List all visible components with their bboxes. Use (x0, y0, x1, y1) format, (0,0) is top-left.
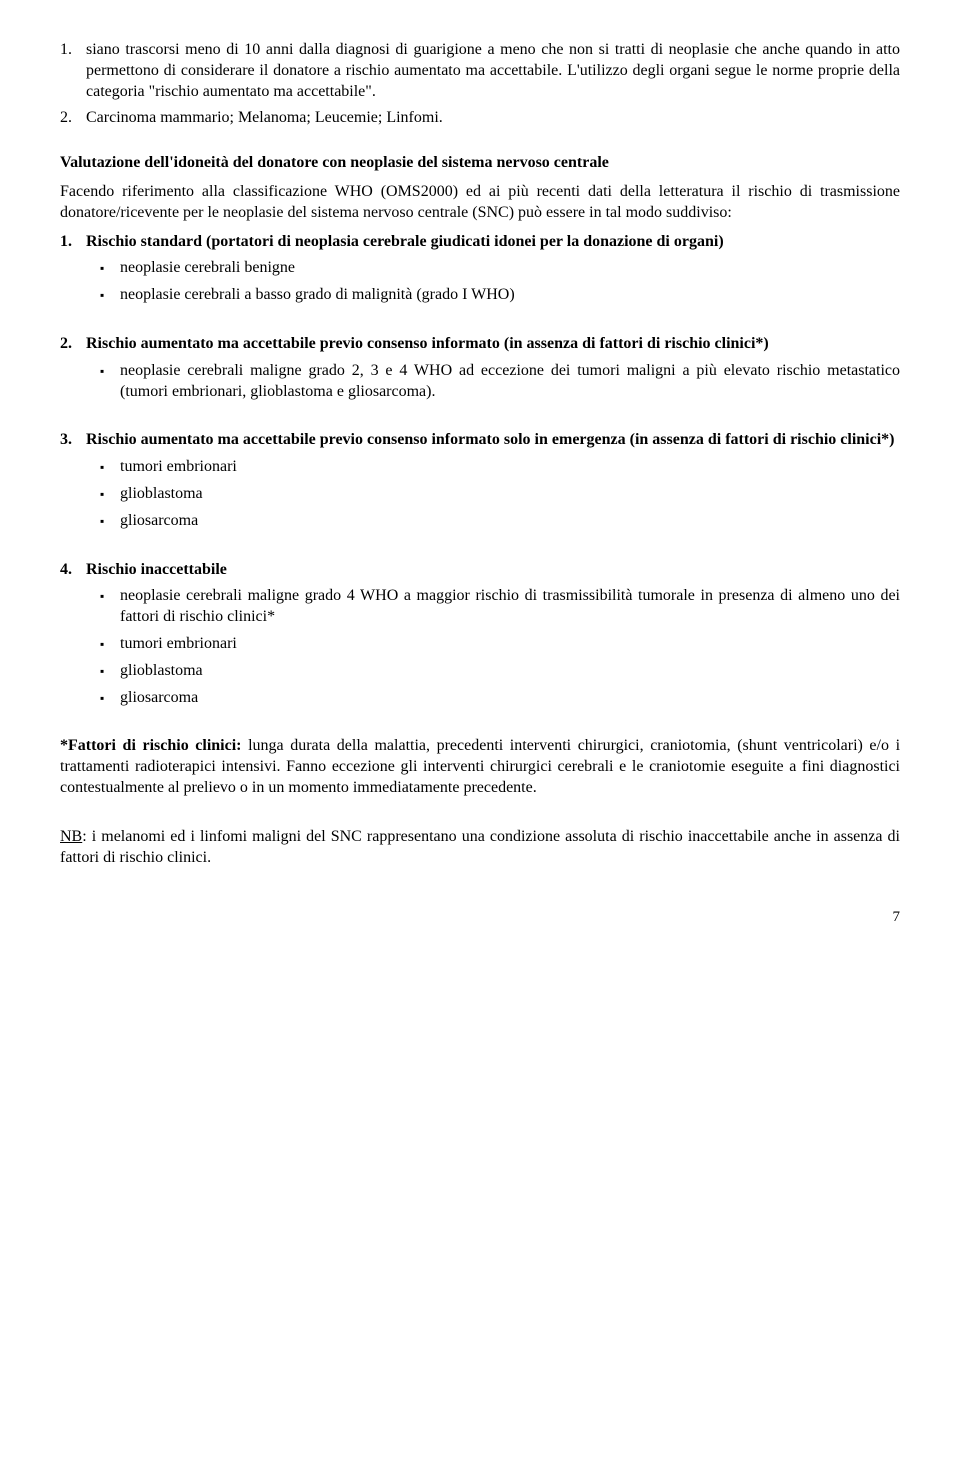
risk-4-title: Rischio inaccettabile (86, 560, 900, 581)
fattori-paragraph: *Fattori di rischio clinici: lunga durat… (60, 736, 900, 798)
bullet-item: glioblastoma (100, 484, 900, 505)
bullet-item: neoplasie cerebrali maligne grado 4 WHO … (100, 586, 900, 628)
risk-4-num: 4. (60, 560, 86, 581)
nb-label: NB (60, 828, 82, 845)
bullet-item: tumori embrionari (100, 457, 900, 478)
risk-3-title: Rischio aumentato ma accettabile previo … (86, 430, 900, 451)
bullet-item: neoplasie cerebrali benigne (100, 258, 900, 279)
risk-4-bullets: neoplasie cerebrali maligne grado 4 WHO … (100, 586, 900, 708)
section-body-valutazione: Facendo riferimento alla classificazione… (60, 182, 900, 224)
risk-4-heading: 4. Rischio inaccettabile (60, 560, 900, 581)
list-item-1: 1. siano trascorsi meno di 10 anni dalla… (60, 40, 900, 102)
risk-1-bullets: neoplasie cerebrali benigne neoplasie ce… (100, 258, 900, 306)
page-number: 7 (60, 908, 900, 928)
risk-1-heading: 1. Rischio standard (portatori di neopla… (60, 232, 900, 253)
risk-3-heading: 3. Rischio aumentato ma accettabile prev… (60, 430, 900, 451)
list-item-2: 2. Carcinoma mammario; Melanoma; Leucemi… (60, 108, 900, 129)
item-number: 1. (60, 40, 86, 102)
risk-2-num: 2. (60, 334, 86, 355)
bullet-item: tumori embrionari (100, 634, 900, 655)
bullet-item: neoplasie cerebrali maligne grado 2, 3 e… (100, 361, 900, 403)
bullet-item: neoplasie cerebrali a basso grado di mal… (100, 285, 900, 306)
risk-2-title: Rischio aumentato ma accettabile previo … (86, 334, 900, 355)
risk-1-title: Rischio standard (portatori di neoplasia… (86, 232, 900, 253)
fattori-label: *Fattori di rischio clinici: (60, 737, 242, 754)
risk-3-bullets: tumori embrionari glioblastoma gliosarco… (100, 457, 900, 531)
item-text: siano trascorsi meno di 10 anni dalla di… (86, 40, 900, 102)
section-heading-valutazione: Valutazione dell'idoneità del donatore c… (60, 153, 900, 174)
bullet-item: glioblastoma (100, 661, 900, 682)
item-number: 2. (60, 108, 86, 129)
risk-3-num: 3. (60, 430, 86, 451)
item-text: Carcinoma mammario; Melanoma; Leucemie; … (86, 108, 900, 129)
nb-paragraph: NB: i melanomi ed i linfomi maligni del … (60, 827, 900, 869)
risk-1-num: 1. (60, 232, 86, 253)
risk-2-bullets: neoplasie cerebrali maligne grado 2, 3 e… (100, 361, 900, 403)
bullet-item: gliosarcoma (100, 511, 900, 532)
nb-text: : i melanomi ed i linfomi maligni del SN… (60, 828, 900, 866)
risk-2-heading: 2. Rischio aumentato ma accettabile prev… (60, 334, 900, 355)
bullet-item: gliosarcoma (100, 688, 900, 709)
